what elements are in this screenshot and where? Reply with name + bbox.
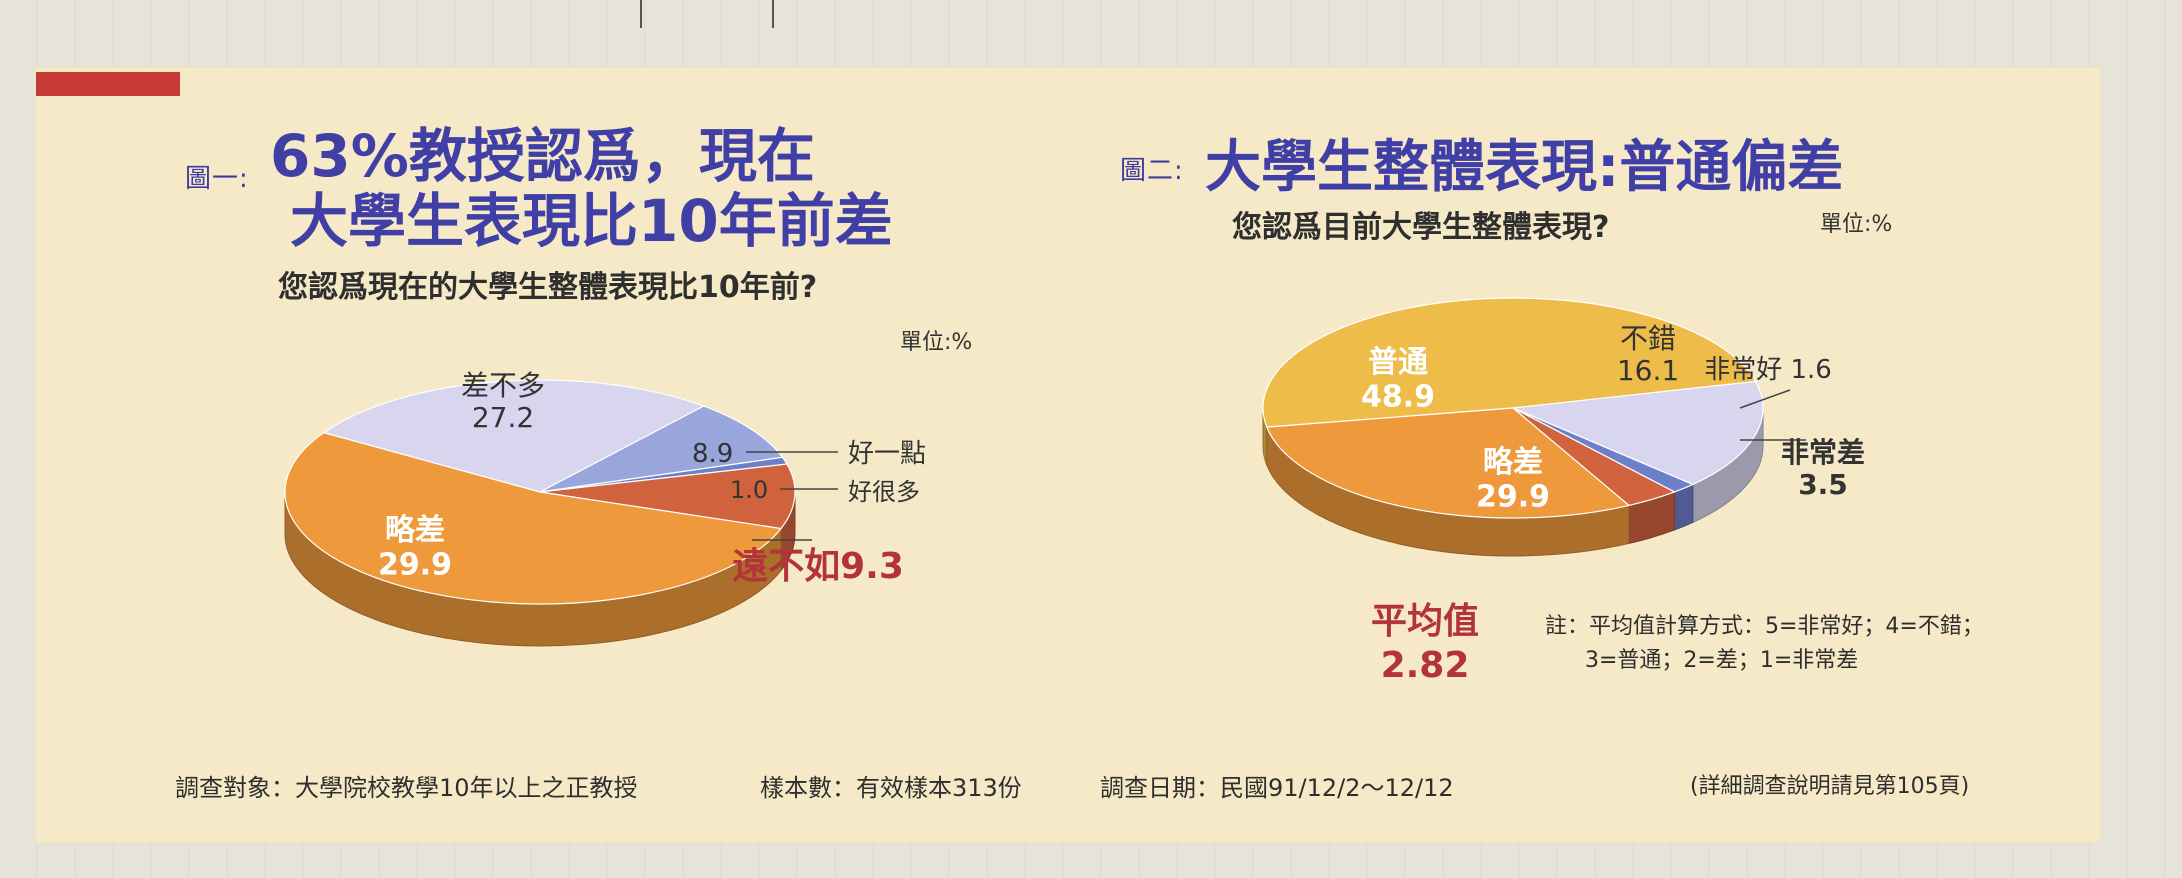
pie-data-label: 略差 29.9: [1476, 445, 1550, 515]
figure1-unit: 單位:%: [900, 330, 973, 355]
figure2-note-line1: 註：平均值計算方式：5=非常好；4=不錯；: [1545, 614, 1984, 639]
figure2-note-line2: 3=普通；2=差；1=非常差: [1585, 648, 1859, 673]
figure2-number: 圖二:: [1120, 156, 1184, 186]
footer-sample: 樣本數：有效樣本313份: [760, 774, 1022, 802]
figure2-average: 平均值 2.82: [1350, 600, 1500, 688]
footer-subjects: 調查對象：大學院校教學10年以上之正教授: [175, 774, 638, 802]
red-accent-bar: [36, 72, 180, 96]
figure1-title-line2: 大學生表現比10年前差: [290, 187, 893, 255]
pie-slice-好一點: [539, 405, 784, 493]
pie-data-label: 差不多 27.2: [461, 369, 545, 434]
figure2-unit: 單位:%: [1820, 212, 1893, 237]
pie-category-label: 好很多: [848, 478, 920, 506]
figure2-question: 您認爲目前大學生整體表現?: [1232, 210, 1610, 245]
figure2-average-value: 2.82: [1380, 645, 1470, 686]
figure1-title-line1: 63%教授認爲，現在: [270, 122, 815, 190]
pie-leader-line: [1739, 389, 1791, 409]
pie-slice-略差: [284, 431, 783, 605]
figure1-number: 圖一:: [185, 164, 249, 194]
pie-data-label: 非常差 3.5: [1781, 436, 1865, 501]
pie-category-label: 好一點: [848, 439, 926, 469]
footer-reference: (詳細調查說明請見第105頁): [1690, 774, 1970, 799]
footer-date: 調查日期：民國91/12/2～12/12: [1100, 774, 1454, 802]
pie-slice-遠不如: [539, 463, 796, 530]
pie-data-label: 略差 29.9: [378, 513, 452, 583]
figure2-average-label: 平均值: [1370, 601, 1479, 642]
pie-data-label: 8.9: [692, 439, 733, 469]
pie-data-label: 普通 48.9: [1361, 345, 1435, 415]
pie-data-label: 非常好 1.6: [1704, 355, 1832, 385]
pie-data-label: 1.0: [730, 476, 768, 504]
pie-data-label: 不錯 16.1: [1617, 322, 1679, 387]
figure2-title: 大學生整體表現:普通偏差: [1205, 135, 1844, 200]
pie-slice-不錯: [1510, 380, 1764, 486]
figure1-question: 您認爲現在的大學生整體表現比10年前?: [278, 270, 818, 305]
pie-slice-差不多: [322, 379, 706, 493]
pie-slice-略差: [1265, 407, 1631, 519]
page-bracket: [640, 0, 774, 28]
pie-data-label: 遠不如9.3: [732, 546, 904, 587]
